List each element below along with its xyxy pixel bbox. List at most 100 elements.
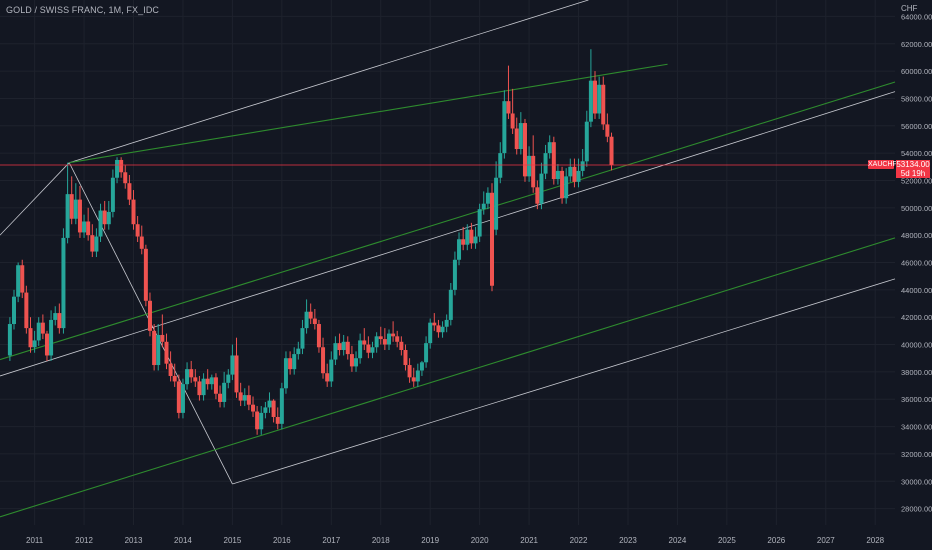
price-tick-label: 48000.00 — [901, 231, 932, 240]
price-tick-label: 42000.00 — [901, 313, 932, 322]
chart-grid — [0, 0, 895, 525]
last-price-value: 53134.00 — [896, 159, 930, 169]
price-tick-label: 38000.00 — [901, 368, 932, 377]
time-tick-label: 2022 — [570, 536, 588, 545]
candle-body — [139, 236, 144, 249]
candle-body — [193, 377, 198, 382]
trend-line-white — [232, 278, 896, 485]
candle-body — [354, 358, 359, 367]
candle-body — [222, 382, 227, 402]
price-tick-label: 46000.00 — [901, 259, 932, 268]
candle-body — [518, 123, 523, 150]
candle-body — [259, 412, 264, 430]
candle-body — [506, 101, 511, 114]
candle-body — [465, 229, 470, 245]
candle-body — [605, 124, 610, 137]
candle-body — [593, 80, 598, 114]
candle-body — [246, 395, 251, 405]
price-tick-label: 62000.00 — [901, 40, 932, 49]
time-tick-label: 2021 — [520, 536, 538, 545]
data-source: FX_IDC — [126, 5, 160, 15]
candle-body — [539, 173, 544, 204]
candle-body — [304, 311, 309, 329]
candle-body — [275, 416, 280, 424]
candle-body — [485, 192, 490, 204]
price-tick-label: 56000.00 — [901, 122, 932, 131]
candle-body — [189, 369, 194, 378]
candle-body — [312, 318, 317, 325]
candle-body — [90, 235, 95, 252]
price-tick-label: 52000.00 — [901, 176, 932, 185]
candle-body — [597, 84, 602, 114]
candle-body — [514, 128, 519, 150]
candle-body — [300, 328, 305, 349]
candle-body — [490, 192, 495, 286]
candle-body — [522, 123, 527, 177]
time-tick-label: 2020 — [471, 536, 489, 545]
price-tick-label: 36000.00 — [901, 395, 932, 404]
price-tick-label: 30000.00 — [901, 477, 932, 486]
time-tick-label: 2024 — [669, 536, 687, 545]
candle-body — [358, 340, 363, 359]
candle-body — [527, 155, 532, 177]
candle-body — [329, 359, 334, 382]
time-tick-label: 2016 — [273, 536, 291, 545]
candle-body — [452, 259, 457, 290]
price-tick-label: 34000.00 — [901, 423, 932, 432]
candle-body — [57, 313, 62, 329]
candle-body — [502, 101, 507, 154]
candle-body — [576, 170, 581, 182]
candle-body — [226, 374, 231, 383]
candle-body — [535, 187, 540, 204]
trend-line-white — [0, 162, 70, 236]
candle-body — [588, 80, 593, 122]
candle-body — [234, 355, 239, 393]
time-axis[interactable]: 2011 2012 2013 2014 2015 2016 2017 2018 2019 2020… — [26, 536, 885, 545]
candle-body — [321, 347, 326, 374]
candle-body — [333, 343, 338, 360]
candle-body — [61, 237, 66, 329]
candle-body — [572, 166, 577, 182]
symbol-title: GOLD / SWISS FRANC — [6, 5, 104, 15]
interval-label[interactable]: 1M — [108, 5, 122, 15]
candle-body — [180, 384, 185, 413]
candle-body — [82, 221, 87, 233]
candle-body — [374, 336, 379, 348]
candle-body — [110, 177, 115, 212]
candle-body — [32, 340, 37, 348]
candle-body — [337, 343, 342, 350]
candle-body — [436, 325, 441, 333]
price-axis[interactable]: 28000.00 30000.00 32000.00 34000.00 36000.00… — [901, 12, 932, 513]
candle-body — [127, 183, 132, 200]
trend-lines[interactable] — [0, 0, 896, 518]
trend-line-green — [0, 237, 896, 518]
candle-body — [73, 199, 78, 219]
candle-body — [564, 176, 569, 199]
price-tick-label: 40000.00 — [901, 341, 932, 350]
candle-body — [403, 350, 408, 366]
candle-body — [36, 322, 41, 341]
time-tick-label: 2026 — [767, 536, 785, 545]
candle-body — [457, 239, 462, 260]
price-tick-label: 32000.00 — [901, 450, 932, 459]
time-tick-label: 2017 — [322, 536, 340, 545]
candlestick-series — [7, 49, 614, 435]
candle-body — [473, 236, 478, 244]
candle-body — [147, 300, 152, 331]
price-tick-label: 60000.00 — [901, 67, 932, 76]
time-tick-label: 2019 — [421, 536, 439, 545]
candle-body — [292, 354, 297, 370]
candle-body — [172, 375, 177, 382]
candle-body — [288, 358, 293, 370]
candle-body — [498, 153, 503, 178]
candle-body — [308, 311, 313, 319]
candle-body — [49, 319, 54, 356]
price-tick-label: 44000.00 — [901, 286, 932, 295]
candle-body — [411, 377, 416, 382]
price-tick-label: 54000.00 — [901, 149, 932, 158]
candle-body — [160, 334, 165, 342]
price-tick-label: 28000.00 — [901, 505, 932, 514]
candle-body — [152, 330, 157, 366]
candle-body — [601, 84, 606, 125]
